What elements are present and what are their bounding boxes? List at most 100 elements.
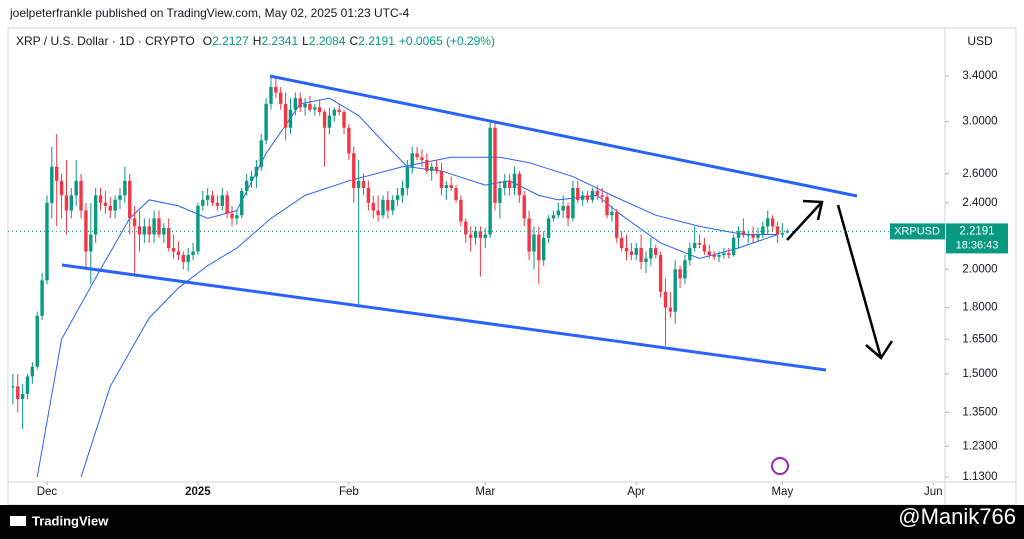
- candle-body: [259, 140, 263, 167]
- symbol-label: XRPUSD: [894, 225, 940, 237]
- ohlc-value: 2.2084: [309, 34, 346, 48]
- candle-body: [186, 254, 190, 263]
- y-tick-label: 3.0000: [962, 116, 997, 128]
- candle-body: [108, 205, 112, 211]
- candle-body: [313, 107, 317, 110]
- candle-body: [727, 253, 731, 255]
- candle-body: [503, 180, 507, 189]
- candle-body: [576, 188, 580, 200]
- candle-body: [712, 254, 716, 257]
- y-tick-label: 1.5000: [962, 368, 997, 380]
- candle-body: [688, 248, 692, 261]
- candle-body: [337, 109, 341, 113]
- symbol-tag: [890, 223, 945, 240]
- candle-body: [722, 253, 726, 255]
- candle-body: [35, 315, 39, 367]
- candle-body: [230, 213, 234, 219]
- watermark: @Manik766: [898, 504, 1016, 529]
- footer-bar: [0, 505, 1024, 539]
- candle-body: [157, 218, 161, 235]
- candle-body: [11, 386, 15, 388]
- candle-body: [741, 231, 746, 235]
- candle-body: [298, 98, 302, 108]
- candle-body: [352, 153, 356, 189]
- y-tick-label: 1.3500: [962, 406, 997, 418]
- candle-body: [128, 180, 132, 219]
- candle-body: [522, 195, 526, 219]
- candle-body: [332, 109, 336, 116]
- candle-body: [751, 234, 755, 238]
- candle-body: [45, 202, 49, 281]
- candle-body: [595, 190, 599, 196]
- ohlc-label: L: [302, 34, 309, 48]
- candle-body: [585, 195, 590, 200]
- candle-body: [376, 210, 380, 216]
- candle-body: [113, 199, 117, 211]
- candle-body: [683, 260, 687, 279]
- candle-body: [658, 254, 663, 292]
- candle-body: [210, 195, 215, 203]
- candle-body: [624, 248, 629, 252]
- y-tick-label: 1.1300: [962, 471, 997, 483]
- candle-body: [766, 218, 770, 227]
- x-tick-label: Feb: [339, 486, 359, 498]
- candle-body: [770, 218, 775, 227]
- candle-body: [542, 237, 546, 261]
- candle-body: [279, 92, 283, 104]
- candle-body: [249, 176, 254, 181]
- y-tick-label: 2.0000: [962, 263, 997, 275]
- candle-body: [25, 376, 30, 394]
- moving-average: [36, 97, 778, 478]
- candle-body: [429, 166, 434, 171]
- arrow-up-head: [802, 199, 824, 221]
- candle-body: [283, 103, 288, 128]
- moving-average: [80, 156, 778, 478]
- candle-body: [181, 254, 186, 263]
- candle-body: [537, 234, 541, 261]
- candle-body: [619, 237, 624, 249]
- legend-line: XRP / U.S. Dollar · 1D · CRYPTO O2.2127 H2…: [16, 34, 495, 48]
- candle-body: [415, 153, 419, 158]
- arrow-up: [786, 201, 823, 241]
- candle-body: [517, 173, 522, 196]
- candle-body: [556, 210, 561, 216]
- y-tick-label: 2.6000: [962, 168, 997, 180]
- candle-body: [493, 127, 497, 203]
- candle-body: [74, 180, 78, 196]
- ohlc-value: 2.2191: [358, 34, 395, 48]
- candle-body: [59, 180, 64, 196]
- candle-body: [132, 218, 137, 227]
- candle-body: [756, 234, 760, 238]
- candle-body: [439, 170, 444, 189]
- candle-body: [678, 269, 682, 279]
- candle-body: [264, 103, 268, 141]
- plot: [11, 76, 789, 478]
- brand-logo: [10, 516, 26, 526]
- candle-body: [152, 218, 156, 235]
- candle-body: [240, 190, 244, 216]
- x-tick-label: May: [771, 486, 793, 498]
- x-tick-label: 2025: [185, 486, 211, 498]
- candle-body: [142, 226, 147, 235]
- candle-body: [454, 188, 458, 200]
- candle-body: [395, 195, 400, 200]
- candle-body: [488, 127, 492, 235]
- candle-body: [400, 188, 405, 196]
- candle-body: [225, 195, 229, 214]
- candle-body: [702, 244, 707, 252]
- candle-body: [444, 185, 449, 189]
- candle-body: [668, 307, 673, 312]
- arrow-down-head: [865, 340, 894, 360]
- candle-body: [629, 251, 634, 255]
- candle-body: [274, 86, 278, 93]
- candle-body: [785, 231, 789, 233]
- candle-body: [459, 199, 463, 222]
- candle-body: [673, 269, 677, 312]
- candle-body: [610, 212, 614, 216]
- candle-body: [386, 199, 390, 211]
- candle-body: [639, 248, 643, 263]
- y-tick-label: 1.8000: [962, 302, 997, 314]
- candle-body: [483, 234, 487, 238]
- candle-body: [191, 251, 195, 255]
- currency: USD: [967, 34, 993, 48]
